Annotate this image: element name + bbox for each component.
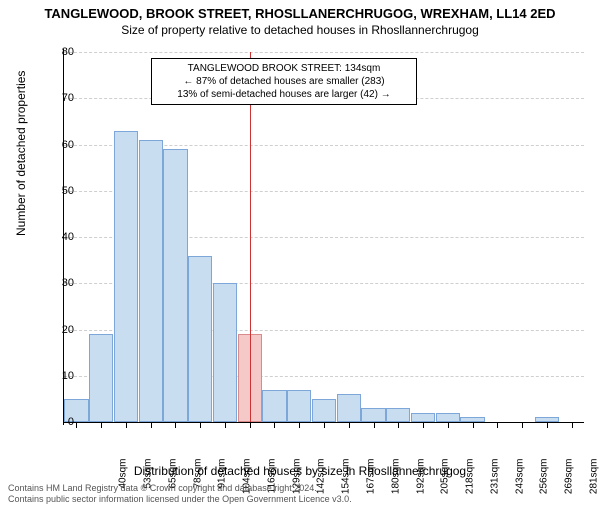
xtick	[324, 422, 325, 428]
xtick	[522, 422, 523, 428]
xtick	[151, 422, 152, 428]
footnote-line2: Contains public sector information licen…	[8, 494, 352, 504]
yticklabel: 20	[44, 324, 74, 336]
xtick	[101, 422, 102, 428]
xtick	[423, 422, 424, 428]
gridline-h	[64, 52, 584, 53]
histogram-bar	[411, 413, 435, 422]
xtick	[76, 422, 77, 428]
xtick	[374, 422, 375, 428]
yticklabel: 30	[44, 277, 74, 289]
histogram-bar	[386, 408, 410, 422]
histogram-bar	[312, 399, 336, 422]
yticklabel: 50	[44, 185, 74, 197]
y-axis-label: Number of detached properties	[14, 71, 28, 236]
yticklabel: 10	[44, 370, 74, 382]
footnote: Contains HM Land Registry data © Crown c…	[8, 483, 352, 504]
xtick	[175, 422, 176, 428]
histogram-bar	[262, 390, 286, 422]
annotation-box: TANGLEWOOD BROOK STREET: 134sqm← 87% of …	[151, 58, 417, 105]
yticklabel: 60	[44, 139, 74, 151]
xtick	[200, 422, 201, 428]
plot-rect: 40sqm53sqm65sqm78sqm91sqm104sqm116sqm129…	[63, 52, 584, 423]
yticklabel: 40	[44, 231, 74, 243]
xtick	[398, 422, 399, 428]
histogram-bar	[287, 390, 311, 422]
xtick	[497, 422, 498, 428]
xtick	[299, 422, 300, 428]
histogram-bar	[163, 149, 187, 422]
histogram-bar	[114, 131, 138, 422]
xtick	[572, 422, 573, 428]
chart-plot-area: 40sqm53sqm65sqm78sqm91sqm104sqm116sqm129…	[63, 52, 583, 422]
histogram-bar	[89, 334, 113, 422]
xtick	[126, 422, 127, 428]
xtick	[274, 422, 275, 428]
chart-subtitle: Size of property relative to detached ho…	[0, 23, 600, 37]
yticklabel: 70	[44, 92, 74, 104]
histogram-bar	[139, 140, 163, 422]
xtick	[473, 422, 474, 428]
xtick	[349, 422, 350, 428]
yticklabel: 0	[44, 416, 74, 428]
xtick	[448, 422, 449, 428]
reference-line	[250, 52, 251, 422]
histogram-bar	[213, 283, 237, 422]
xtick	[547, 422, 548, 428]
yticklabel: 80	[44, 46, 74, 58]
chart-title: TANGLEWOOD, BROOK STREET, RHOSLLANERCHRU…	[0, 6, 600, 21]
histogram-bar	[337, 394, 361, 422]
histogram-bar	[188, 256, 212, 423]
histogram-bar	[436, 413, 460, 422]
histogram-bar	[361, 408, 385, 422]
x-axis-label: Distribution of detached houses by size …	[0, 464, 600, 478]
footnote-line1: Contains HM Land Registry data © Crown c…	[8, 483, 317, 493]
xtick	[225, 422, 226, 428]
xtick	[250, 422, 251, 428]
